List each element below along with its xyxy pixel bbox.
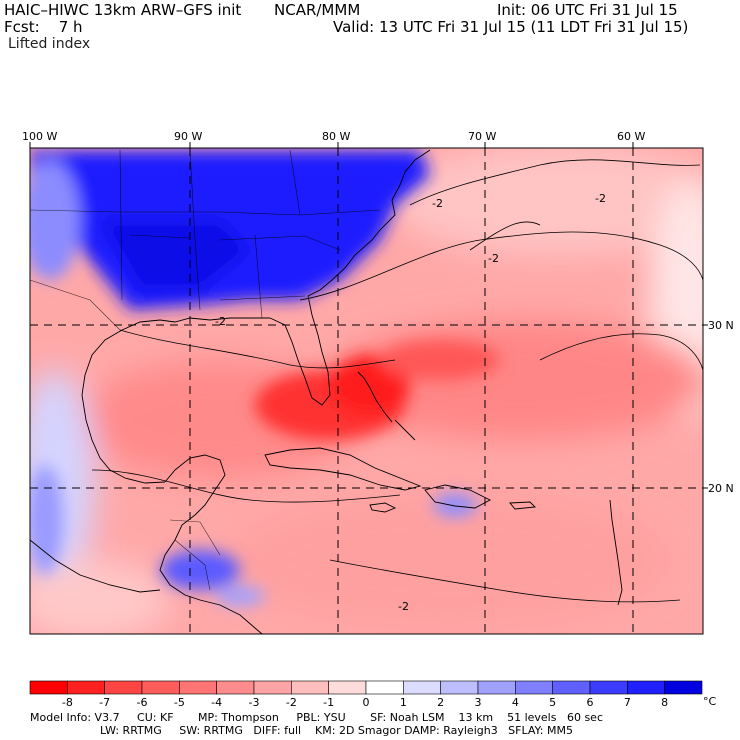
color-bar-boxes bbox=[29, 680, 703, 695]
color-bar-swatch bbox=[365, 680, 404, 695]
contour-label: -2 bbox=[215, 315, 226, 328]
color-bar-tick-label: -8 bbox=[62, 696, 73, 709]
lon-label-90w: 90 W bbox=[174, 130, 203, 143]
color-bar-swatch bbox=[291, 680, 329, 695]
model-title: HAIC–HIWC 13km ARW–GFS init bbox=[4, 1, 242, 19]
color-bar-swatch bbox=[67, 680, 105, 695]
color-bar-swatch bbox=[403, 680, 441, 695]
color-bar-swatch bbox=[552, 680, 591, 695]
color-bar-tick-label: -5 bbox=[174, 696, 185, 709]
color-bar-tick-label: 8 bbox=[661, 696, 668, 709]
color-bar-tick-label: 2 bbox=[437, 696, 444, 709]
color-bar-tick-label: 7 bbox=[624, 696, 631, 709]
field-name: Lifted index bbox=[8, 36, 91, 52]
color-bar-swatch bbox=[477, 680, 516, 695]
lon-label-80w: 80 W bbox=[322, 130, 351, 143]
lon-label-100w: 100 W bbox=[22, 130, 58, 143]
color-bar-tick-label: 6 bbox=[587, 696, 594, 709]
color-bar-swatch bbox=[216, 680, 255, 695]
contour-label: -2 bbox=[488, 252, 499, 265]
color-bar-swatch bbox=[627, 680, 665, 695]
color-bar-swatch bbox=[104, 680, 143, 695]
color-bar-tick-label: 4 bbox=[512, 696, 519, 709]
lon-label-70w: 70 W bbox=[468, 130, 497, 143]
color-bar-labels: -8 -7 -6 -5 -4 -3 -2 -1 0 1 2 3 4 5 6 7 8 bbox=[62, 696, 668, 709]
color-bar-swatch bbox=[29, 680, 68, 695]
color-bar-swatch bbox=[179, 680, 217, 695]
color-bar-tick-label: 5 bbox=[549, 696, 556, 709]
graticule bbox=[30, 148, 703, 634]
color-bar-swatch bbox=[253, 680, 292, 695]
color-bar-tick-label: 3 bbox=[475, 696, 482, 709]
map-fill-layer bbox=[30, 148, 703, 634]
tick-marks bbox=[29, 142, 708, 489]
color-bar-tick-label: -2 bbox=[286, 696, 297, 709]
map-frame bbox=[29, 147, 704, 635]
org-label: NCAR/MMM bbox=[274, 1, 361, 19]
color-bar-swatch bbox=[515, 680, 553, 695]
color-bar-tick-label: -1 bbox=[323, 696, 334, 709]
coastlines bbox=[29, 149, 623, 635]
political-borders bbox=[29, 149, 381, 591]
contour-label: -2 bbox=[432, 197, 443, 210]
forecast-hour: Fcst: 7 h bbox=[4, 18, 83, 36]
color-bar-swatch bbox=[589, 680, 628, 695]
color-bar-tick-label: -4 bbox=[211, 696, 222, 709]
lat-label-20n: 20 N bbox=[708, 482, 734, 495]
lon-label-60w: 60 W bbox=[617, 130, 646, 143]
color-bar-tick-label: 0 bbox=[363, 696, 370, 709]
model-info-line-2: LW: RRTMG SW: RRTMG DIFF: full KM: 2D Sm… bbox=[100, 724, 573, 737]
color-bar-swatch bbox=[141, 680, 180, 695]
contours bbox=[91, 159, 704, 603]
color-bar-swatch bbox=[440, 680, 479, 695]
contour-label: -2 bbox=[398, 600, 409, 613]
model-info-line-1: Model Info: V3.7 CU: KF MP: Thompson PBL… bbox=[30, 711, 603, 724]
color-bar-tick-label: -7 bbox=[99, 696, 110, 709]
init-time: Init: 06 UTC Fri 31 Jul 15 bbox=[497, 1, 678, 19]
color-bar-swatch bbox=[664, 680, 703, 695]
lat-label-30n: 30 N bbox=[708, 319, 734, 332]
color-bar-swatch bbox=[328, 680, 367, 695]
color-bar-tick-label: 1 bbox=[400, 696, 407, 709]
color-bar-tick-label: -3 bbox=[249, 696, 260, 709]
color-bar-tick-label: -6 bbox=[137, 696, 148, 709]
color-bar-unit: °C bbox=[703, 695, 717, 708]
contour-label: -2 bbox=[595, 192, 606, 205]
valid-time: Valid: 13 UTC Fri 31 Jul 15 (11 LDT Fri … bbox=[333, 18, 689, 36]
